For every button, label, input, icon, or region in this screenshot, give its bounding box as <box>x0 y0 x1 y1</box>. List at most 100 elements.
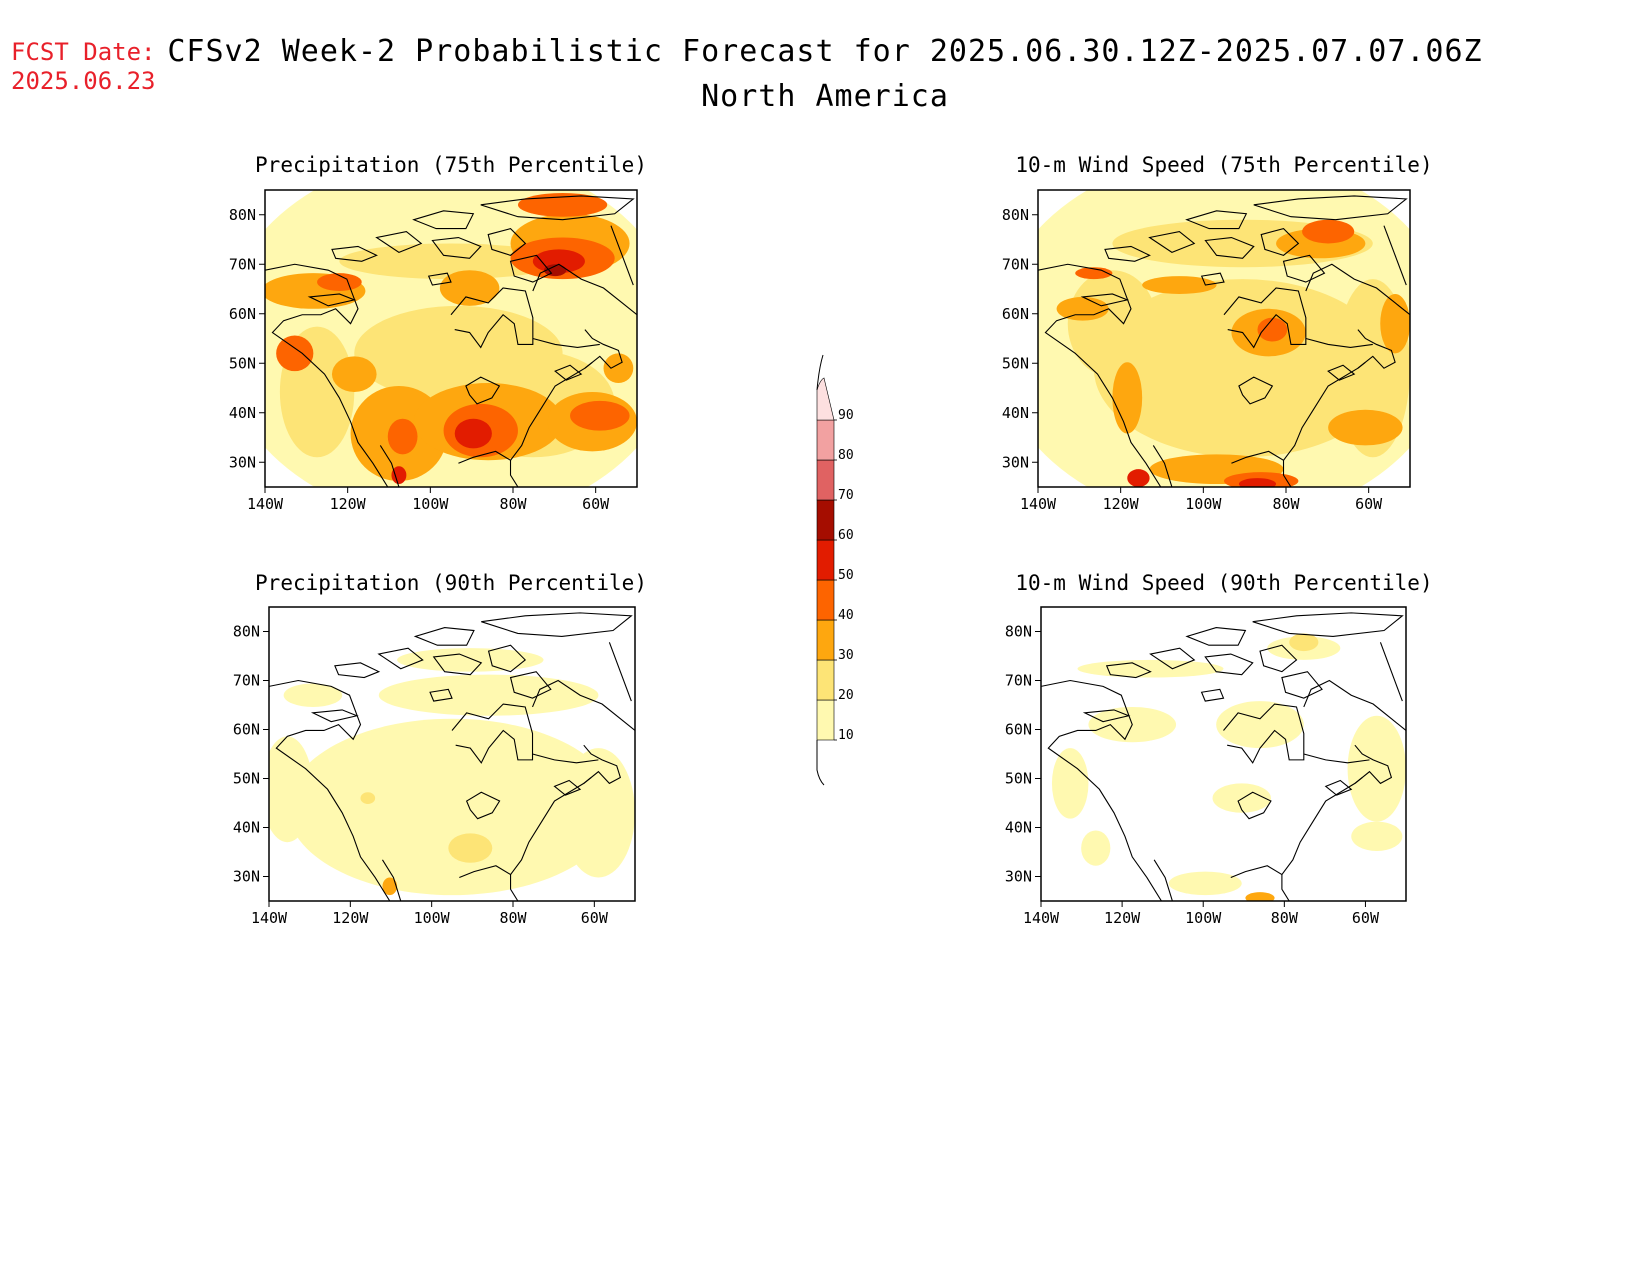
colorbar-bin <box>816 419 835 461</box>
lon-tick-label: 80W <box>1272 495 1300 513</box>
coastline <box>1281 777 1363 875</box>
lat-tick-label: 80N <box>233 623 260 641</box>
shading-region <box>1302 219 1355 244</box>
lat-tick-label: 60N <box>1005 721 1032 739</box>
island-outline <box>1185 627 1247 646</box>
shading-region <box>1093 279 1392 458</box>
shading-region <box>1245 892 1275 901</box>
colorbar-cap-bottom <box>816 740 825 786</box>
colorbar-bin <box>816 619 835 661</box>
island-outline <box>509 671 552 699</box>
island-outline <box>1259 644 1298 673</box>
lon-tick-label: 60W <box>581 909 609 927</box>
island-outline <box>553 779 582 796</box>
coastlines <box>269 612 635 901</box>
shading-region <box>1238 478 1277 487</box>
coastline <box>1153 859 1173 901</box>
shading-region <box>276 335 314 372</box>
island-outline <box>310 709 359 723</box>
shading-region <box>1347 715 1406 822</box>
lat-tick-label: 70N <box>229 255 256 273</box>
lon-tick-label: 120W <box>332 909 369 927</box>
island-outline <box>331 245 378 262</box>
island-outline <box>465 791 501 820</box>
coastline <box>451 703 534 764</box>
shading-region <box>454 418 492 449</box>
lat-tick-label: 60N <box>1002 305 1029 323</box>
island-outline <box>1324 779 1353 796</box>
fcst-date-block: FCST Date: 2025.06.23 <box>11 38 156 96</box>
lat-tick-label: 30N <box>1005 868 1032 886</box>
island-outline <box>1104 245 1151 262</box>
shading-region <box>544 264 567 277</box>
coastline <box>532 679 635 731</box>
lon-tick-label: 100W <box>414 909 451 927</box>
island-outline <box>487 227 527 256</box>
coastline <box>1379 642 1403 702</box>
map-frame <box>268 606 636 902</box>
panel-wind90: 10-m Wind Speed (90th Percentile) 140W 120… <box>1005 571 1433 927</box>
colorbar-label: 10 <box>838 728 854 743</box>
lat-tick-label: 60N <box>229 305 256 323</box>
panel-title: 10-m Wind Speed (90th Percentile) <box>1015 571 1432 595</box>
island-outline <box>1204 653 1254 676</box>
coastline <box>532 263 637 316</box>
coastline <box>269 679 391 901</box>
shading-region <box>1216 701 1304 749</box>
lat-tick-label: 70N <box>233 672 260 690</box>
lon-tick-label: 120W <box>1104 909 1141 927</box>
island-outline <box>1200 688 1225 702</box>
probability-shading <box>1051 633 1406 901</box>
island-outline <box>412 210 475 230</box>
panel-title: Precipitation (90th Percentile) <box>255 571 647 595</box>
shading-region <box>1351 821 1403 852</box>
island-outline <box>1252 612 1404 637</box>
coastline <box>1231 450 1292 487</box>
island-outline <box>375 230 423 253</box>
shading-region <box>1056 296 1109 321</box>
colorbar-label: 60 <box>838 528 854 543</box>
coastline <box>450 287 534 349</box>
coastline <box>1223 287 1307 349</box>
shading-region <box>339 243 563 280</box>
lat-tick-label: 70N <box>1002 255 1029 273</box>
probability-shading <box>1038 190 1410 487</box>
coastline <box>1303 679 1406 731</box>
shading-region <box>269 736 313 843</box>
lon-tick-label: 100W <box>1185 495 1222 513</box>
lon-tick-label: 140W <box>247 495 284 513</box>
lon-tick-label: 80W <box>499 495 527 513</box>
island-outline <box>334 662 381 679</box>
shading-region <box>603 353 634 384</box>
lat-tick-label: 40N <box>229 404 256 422</box>
coastlines <box>1038 195 1410 487</box>
coastline <box>532 753 599 764</box>
coastline <box>1354 744 1393 785</box>
coastline <box>1038 263 1162 487</box>
shading-region <box>1257 317 1288 342</box>
shading-region <box>1328 409 1403 446</box>
colorbar-bin <box>816 539 835 581</box>
lat-tick-label: 80N <box>1002 206 1029 224</box>
panel-precip75: Precipitation (75th Percentile) 140W 120W 1… <box>229 153 647 513</box>
shading-region <box>1142 276 1217 294</box>
coastline <box>1357 329 1396 369</box>
shading-region <box>570 400 630 431</box>
shading-region <box>1075 267 1113 280</box>
island-outline <box>481 612 633 637</box>
shading-region <box>439 270 500 306</box>
lon-tick-label: 60W <box>1355 495 1383 513</box>
island-outline <box>307 293 357 307</box>
lon-tick-label: 100W <box>1185 909 1222 927</box>
coastline <box>459 865 519 901</box>
colorbar-bin <box>816 579 835 621</box>
shading-region <box>1168 871 1242 896</box>
island-outline <box>1185 210 1248 230</box>
shading-region <box>397 648 544 672</box>
island-outline <box>1253 195 1408 221</box>
island-outline <box>1238 376 1274 405</box>
island-outline <box>1327 364 1356 381</box>
island-outline <box>1200 272 1225 286</box>
lat-tick-label: 50N <box>233 770 260 788</box>
